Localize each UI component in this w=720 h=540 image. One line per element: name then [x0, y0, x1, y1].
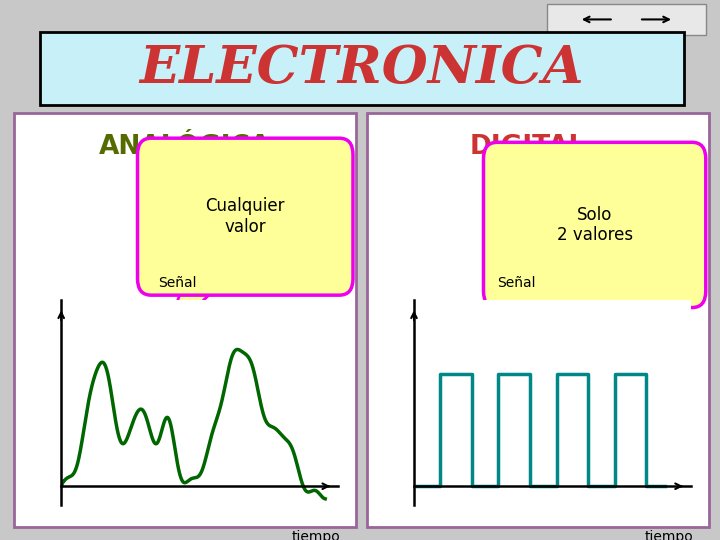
Polygon shape: [165, 279, 226, 336]
FancyBboxPatch shape: [484, 143, 706, 308]
FancyBboxPatch shape: [367, 113, 709, 526]
Text: Señal: Señal: [497, 276, 536, 291]
FancyBboxPatch shape: [40, 32, 684, 105]
Text: tiempo: tiempo: [292, 530, 341, 540]
Text: Señal: Señal: [158, 276, 197, 291]
Text: tiempo: tiempo: [644, 530, 693, 540]
Text: Cualquier
valor: Cualquier valor: [205, 197, 285, 236]
FancyBboxPatch shape: [547, 4, 706, 35]
Polygon shape: [500, 291, 566, 345]
Text: DIGITAL: DIGITAL: [470, 134, 586, 160]
Text: ANALÓGICA: ANALÓGICA: [99, 134, 271, 160]
FancyBboxPatch shape: [138, 138, 353, 295]
Text: ELECTRONICA: ELECTRONICA: [140, 43, 584, 94]
Text: Solo
2 valores: Solo 2 valores: [557, 206, 633, 244]
FancyBboxPatch shape: [14, 113, 356, 526]
